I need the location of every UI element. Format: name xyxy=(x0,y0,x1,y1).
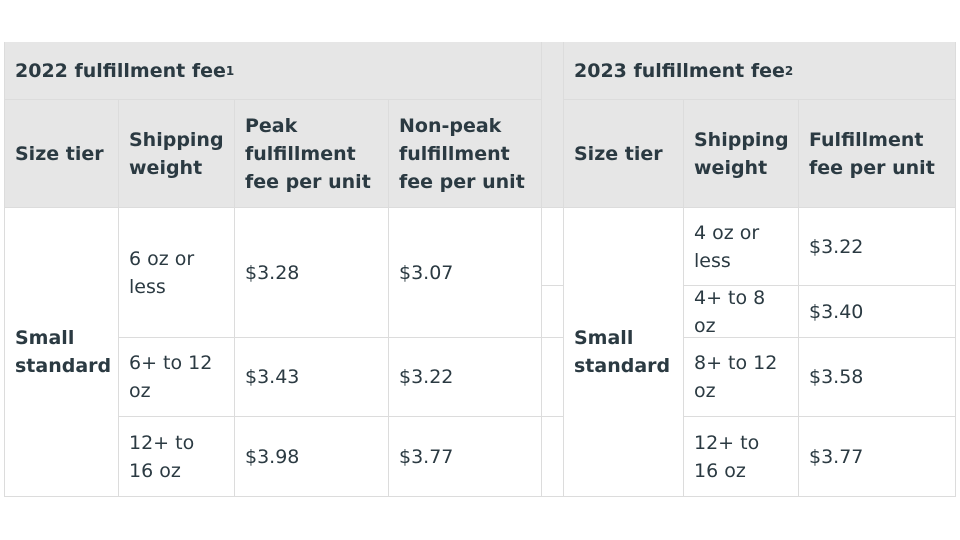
weight-2022-row1: 6 oz or less xyxy=(119,208,235,338)
size-tier-2023: Small standard xyxy=(564,208,684,497)
spacer-header xyxy=(542,42,564,208)
weight-2022-row2: 6+ to 12 oz xyxy=(119,338,235,417)
weight-2023-row1: 4 oz or less xyxy=(684,208,799,286)
size-tier-2022: Small standard xyxy=(4,208,119,497)
spacer-cell xyxy=(542,417,564,497)
title-2023: 2023 fulfillment fee 2 xyxy=(564,42,956,100)
nonpeak-2022-row1: $3.07 xyxy=(389,208,542,338)
spacer-cell xyxy=(542,286,564,338)
spacer-cell xyxy=(542,208,564,286)
fee-2023-row3: $3.58 xyxy=(799,338,956,417)
weight-2023-row3: 8+ to 12 oz xyxy=(684,338,799,417)
title-2022-text: 2022 fulfillment fee xyxy=(15,59,226,82)
header-nonpeak-2022: Non-peak fulfillment fee per unit xyxy=(389,100,542,208)
nonpeak-2022-row2: $3.22 xyxy=(389,338,542,417)
fee-2023-row4: $3.77 xyxy=(799,417,956,497)
header-fee-2023: Fulfillment fee per unit xyxy=(799,100,956,208)
peak-2022-row2: $3.43 xyxy=(235,338,389,417)
fee-2023-row1: $3.22 xyxy=(799,208,956,286)
peak-2022-row3: $3.98 xyxy=(235,417,389,497)
title-2022: 2022 fulfillment fee 1 xyxy=(4,42,542,100)
header-size-tier-2022: Size tier xyxy=(4,100,119,208)
header-size-tier-2023: Size tier xyxy=(564,100,684,208)
spacer-cell xyxy=(542,338,564,417)
header-weight-2022: Shipping weight xyxy=(119,100,235,208)
header-weight-2023: Shipping weight xyxy=(684,100,799,208)
header-peak-2022: Peak fulfillment fee per unit xyxy=(235,100,389,208)
title-2023-text: 2023 fulfillment fee xyxy=(574,59,785,82)
weight-2023-row2: 4+ to 8 oz xyxy=(684,286,799,338)
fee-2023-row2: $3.40 xyxy=(799,286,956,338)
peak-2022-row1: $3.28 xyxy=(235,208,389,338)
weight-2022-row3: 12+ to 16 oz xyxy=(119,417,235,497)
nonpeak-2022-row3: $3.77 xyxy=(389,417,542,497)
weight-2023-row4: 12+ to 16 oz xyxy=(684,417,799,497)
